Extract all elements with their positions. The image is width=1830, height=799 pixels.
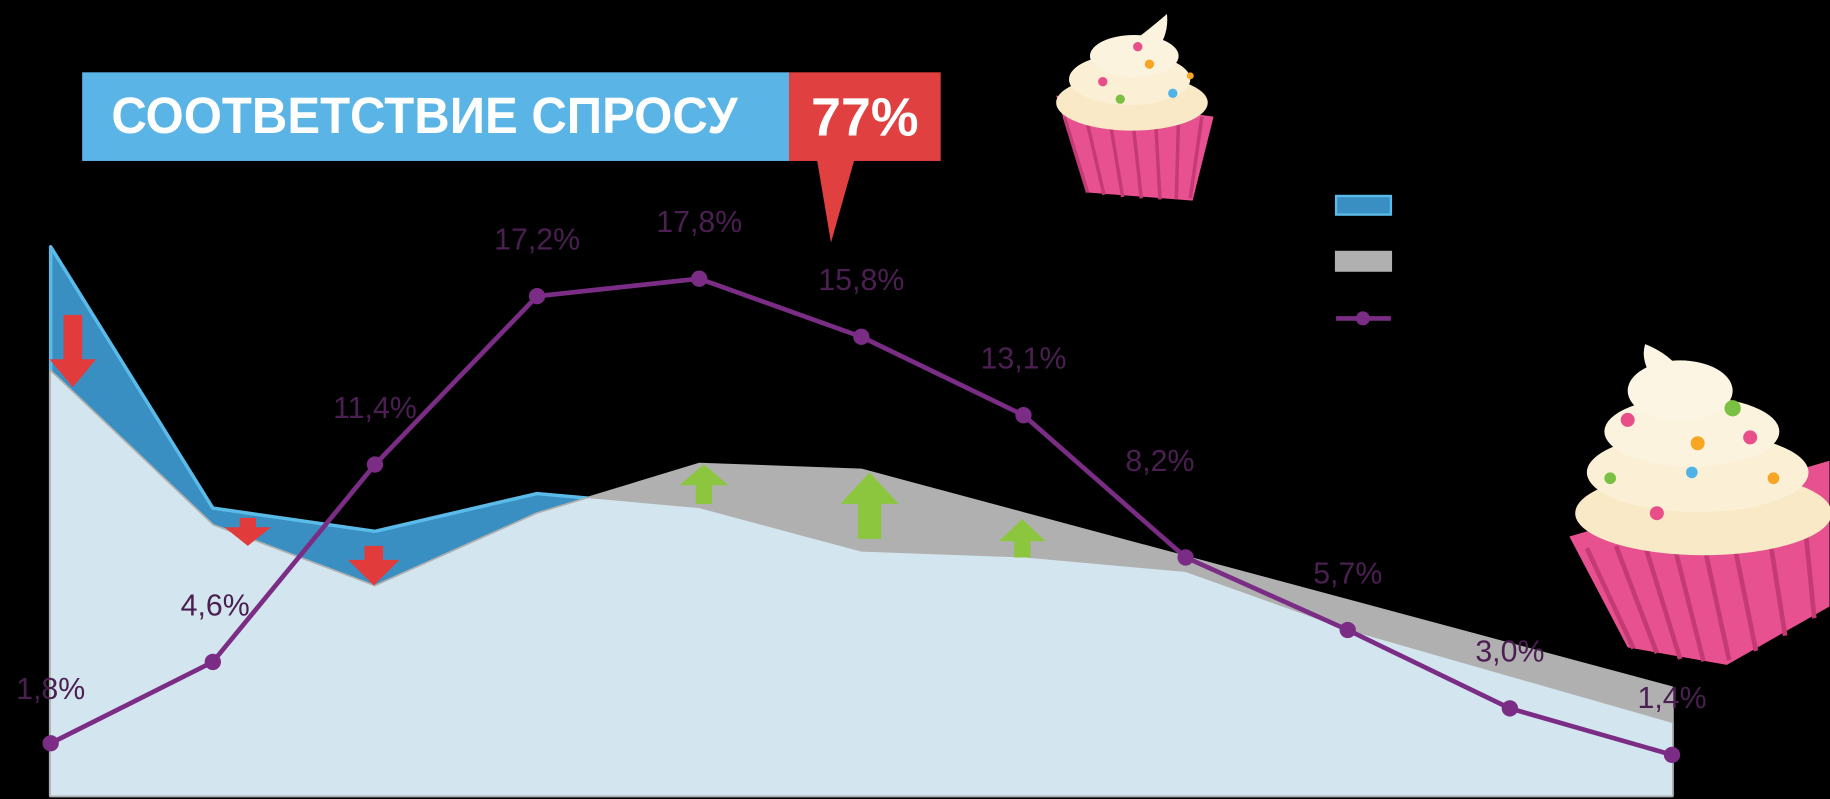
point [853, 328, 870, 345]
legend [1334, 194, 1393, 326]
banner: СООТВЕТСТВИЕ СПРОСУ 77% [82, 72, 941, 243]
point [1015, 407, 1032, 424]
up-arrow [840, 472, 899, 539]
data-label: 3,0% [1475, 636, 1544, 669]
cupcake-image [1569, 344, 1830, 665]
legend-swatch [1355, 311, 1370, 326]
legend-swatch [1334, 250, 1393, 272]
data-label: 13,1% [981, 343, 1067, 376]
down-arrow [224, 517, 272, 546]
down-arrow [49, 314, 97, 388]
data-label: 11,4% [333, 392, 417, 425]
data-label: 1,8% [16, 673, 85, 706]
data-label: 4,6% [181, 589, 250, 622]
overlap-area [50, 371, 1673, 796]
point [204, 653, 221, 671]
plot-area [42, 245, 1681, 798]
data-label: 8,2% [1125, 445, 1194, 478]
data-label: 17,8% [656, 206, 742, 239]
highlight-box [789, 72, 941, 161]
point [528, 287, 546, 305]
data-label: 17,2% [494, 223, 580, 256]
data-label: 1,4% [1637, 682, 1706, 715]
arrows [49, 314, 1046, 586]
point [1339, 621, 1356, 639]
point [691, 270, 708, 287]
highlight-pointer [817, 159, 855, 243]
point [366, 456, 384, 473]
data-label: 15,8% [818, 264, 904, 297]
chart-title: СООТВЕТСТВИЕ СПРОСУ [111, 87, 738, 144]
highlight-value: 77% [811, 87, 918, 147]
point [1501, 700, 1519, 717]
banner-box [82, 72, 790, 161]
up-arrow [998, 519, 1046, 558]
point [1177, 549, 1194, 566]
data-label: 5,7% [1313, 557, 1382, 590]
legend-swatch [1334, 194, 1393, 216]
cupcake-image [1056, 13, 1214, 201]
point [1663, 746, 1681, 764]
point [42, 735, 59, 752]
data-labels: 1,8% 4,6% 11,4% 17,2% 17,8% 15,8% 13,1% 8,2% 5,7… [16, 206, 1706, 715]
up-arrow [679, 464, 729, 504]
down-arrow [348, 545, 400, 586]
